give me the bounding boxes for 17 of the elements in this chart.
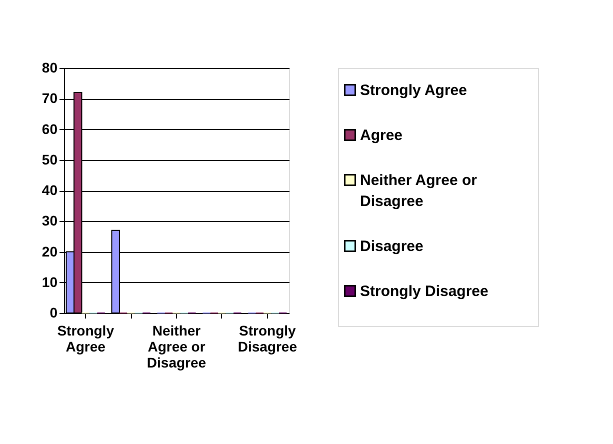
y-tick-label: 30 [42, 212, 58, 229]
legend-label: Disagree [360, 238, 424, 255]
y-tick-label: 70 [42, 90, 58, 106]
y-tick-label: 80 [42, 60, 58, 76]
x-tick-label: Strongly Disagree [238, 322, 298, 354]
y-tick-label: 20 [42, 243, 58, 260]
legend-label: Agree [360, 127, 403, 144]
y-tick-label: 10 [42, 274, 58, 290]
legend-label: Neither Agree or Disagree [360, 172, 478, 210]
legend-label: Strongly Agree [360, 82, 467, 99]
legend-label: Strongly Disagree [360, 283, 488, 300]
x-tick-label: Strongly Agree [57, 322, 114, 354]
y-tick-label: 0 [50, 304, 58, 320]
y-tick-label: 40 [42, 182, 58, 198]
x-tick-label: Neither Agree or Disagree [146, 322, 206, 370]
y-tick-label: 50 [42, 151, 58, 168]
y-tick-label: 60 [42, 120, 58, 137]
